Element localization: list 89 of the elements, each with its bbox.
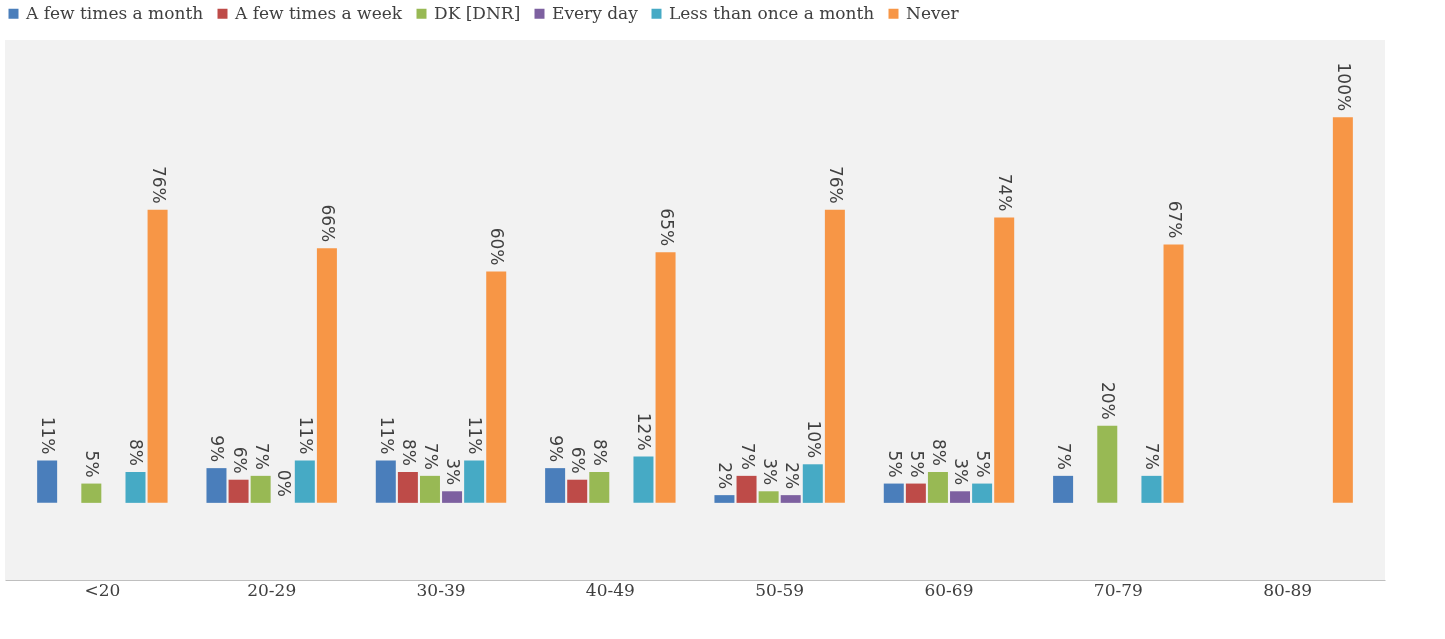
- bar: [758, 491, 779, 503]
- data-label: 3%: [951, 458, 972, 486]
- data-label: 0%: [273, 469, 294, 497]
- data-label: 7%: [251, 442, 272, 470]
- data-label: 11%: [295, 416, 316, 455]
- bar: [883, 483, 904, 503]
- x-tick-label: 70-79: [1093, 579, 1143, 600]
- bar: [655, 252, 676, 503]
- data-label: 76%: [825, 165, 846, 204]
- data-label: 74%: [995, 173, 1016, 212]
- x-tick-label: 30-39: [416, 579, 466, 600]
- bar: [950, 491, 971, 503]
- data-label: 8%: [398, 439, 419, 466]
- data-label: 67%: [1164, 200, 1185, 239]
- data-label: 9%: [546, 435, 567, 463]
- bar: [1163, 244, 1184, 503]
- bar: [1097, 425, 1118, 503]
- data-label: 8%: [928, 439, 949, 466]
- bar: [419, 475, 440, 503]
- bar: [589, 472, 610, 503]
- bar: [905, 483, 926, 503]
- data-label: 8%: [590, 439, 611, 466]
- bar: [545, 468, 566, 503]
- x-tick-label: 60-69: [924, 579, 974, 600]
- bar: [442, 491, 463, 503]
- data-label: 2%: [781, 462, 802, 490]
- data-label: 11%: [376, 416, 397, 455]
- data-label: 65%: [656, 208, 677, 247]
- x-tick-label: 20-29: [247, 579, 297, 600]
- data-label: 5%: [973, 450, 994, 478]
- bar: [780, 495, 801, 503]
- bar: [375, 460, 396, 503]
- bar: [1141, 475, 1162, 503]
- data-label: 12%: [634, 412, 655, 451]
- data-label: 11%: [38, 416, 59, 455]
- bar: [81, 483, 102, 503]
- x-tick-label: <20: [84, 579, 121, 600]
- bar: [824, 209, 845, 503]
- data-label: 20%: [1098, 381, 1119, 420]
- bar: [1053, 475, 1074, 503]
- data-label: 7%: [737, 442, 758, 470]
- data-label: 11%: [465, 416, 486, 455]
- bar: [206, 468, 227, 503]
- legend-label: Never: [906, 2, 960, 23]
- bar: [486, 271, 507, 503]
- x-tick-label: 40-49: [585, 579, 635, 600]
- data-label: 3%: [759, 458, 780, 486]
- data-label: 5%: [906, 450, 927, 478]
- bar: [294, 460, 315, 503]
- legend-label: A few times a month: [25, 2, 204, 23]
- data-label: 66%: [317, 204, 338, 243]
- bar: [802, 464, 823, 503]
- legend-label: DK [DNR]: [434, 2, 521, 23]
- data-label: 3%: [443, 458, 464, 486]
- bar: [633, 456, 654, 503]
- bar: [228, 479, 249, 503]
- bar: [714, 495, 735, 503]
- data-label: 100%: [1333, 62, 1354, 112]
- bar: [567, 479, 588, 503]
- data-label: 60%: [487, 227, 508, 266]
- x-tick-label: 80-89: [1263, 579, 1313, 600]
- data-label: 7%: [1142, 442, 1163, 470]
- bar: [927, 472, 948, 503]
- data-label: 6%: [229, 446, 250, 474]
- bar: [147, 209, 168, 503]
- data-label: 9%: [207, 435, 228, 463]
- bar: [316, 248, 337, 503]
- data-label: 10%: [803, 420, 824, 459]
- bar: [37, 460, 58, 503]
- x-tick-label: 50-59: [755, 579, 805, 600]
- data-label: 76%: [148, 165, 169, 204]
- data-label: 6%: [568, 446, 589, 474]
- bar: [397, 472, 418, 503]
- data-label: 8%: [126, 439, 147, 466]
- legend-label: A few times a week: [234, 2, 403, 23]
- data-label: 5%: [884, 450, 905, 478]
- data-label: 7%: [420, 442, 441, 470]
- bar: [1332, 117, 1353, 503]
- legend-label: Every day: [552, 2, 639, 23]
- bar: [250, 475, 271, 503]
- bar: [994, 217, 1015, 503]
- data-label: 5%: [82, 450, 103, 478]
- bar: [125, 472, 146, 503]
- bar: [972, 483, 993, 503]
- bar: [736, 475, 757, 503]
- bar: [464, 460, 485, 503]
- data-label: 2%: [715, 462, 736, 490]
- data-label: 7%: [1054, 442, 1075, 470]
- legend-label: Less than once a month: [669, 2, 875, 23]
